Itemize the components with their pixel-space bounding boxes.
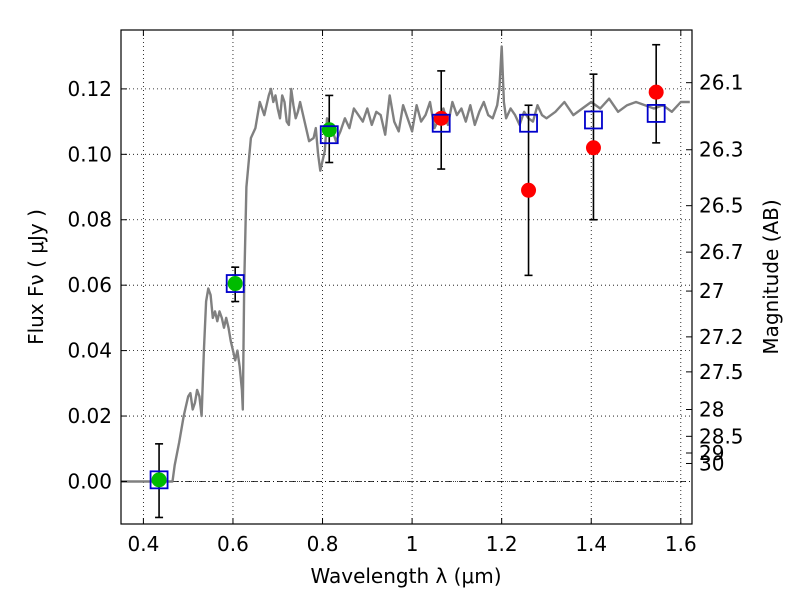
- x-tick-label: 0.6: [217, 532, 249, 556]
- y-tick-label: 0.12: [67, 77, 112, 101]
- model-flux-square: [519, 113, 538, 133]
- right-tick-label: 27.5: [699, 360, 744, 384]
- right-tick-label: 30: [699, 451, 724, 475]
- right-tick-label: 27.2: [699, 325, 744, 349]
- observed-flux-point: [433, 110, 449, 126]
- observed-flux-point: [151, 472, 167, 488]
- model-flux-square: [225, 274, 245, 293]
- y-axis-label: Flux Fν ( μJy ): [24, 209, 48, 345]
- observed-flux-point: [585, 140, 601, 156]
- y-ticks: 0.00 0.02 0.04 0.06 0.08 0.10 0.12: [67, 77, 127, 493]
- y-tick-label: 0.10: [67, 142, 112, 166]
- x-tick-label: 1.4: [575, 532, 607, 556]
- model-flux-square: [646, 104, 666, 123]
- right-tick-label: 28: [699, 397, 724, 421]
- observed-flux-point: [227, 276, 243, 292]
- right-tick-label: 26.7: [699, 240, 744, 264]
- grid-lines: [121, 30, 692, 524]
- observed-flux-point: [521, 182, 537, 198]
- plot-area: [121, 43, 690, 519]
- x-axis-label: Wavelength λ (μm): [310, 564, 501, 588]
- y-tick-label: 0.00: [67, 469, 112, 493]
- observed-flux-point: [648, 84, 664, 100]
- y-tick-label: 0.02: [67, 404, 112, 428]
- right-tick-label: 26.1: [699, 71, 744, 95]
- right-tick-label: 26.5: [699, 194, 744, 218]
- model-flux-square: [149, 470, 169, 490]
- x-tick-label: 0.4: [127, 532, 159, 556]
- right-tick-label: 26.3: [699, 138, 744, 162]
- plot-frame: [120, 29, 693, 525]
- y-tick-label: 0.06: [67, 273, 112, 297]
- x-ticks: 0.4 0.6 0.8 1 1.2 1.4 1.6: [127, 30, 697, 556]
- observed-flux-point: [321, 122, 337, 138]
- x-tick-label: 1.2: [486, 532, 518, 556]
- right-tick-label: 28.5: [699, 424, 744, 448]
- x-tick-label: 0.8: [307, 532, 339, 556]
- right-tick-label: 29: [699, 441, 724, 465]
- model-flux-square: [319, 125, 339, 145]
- x-tick-label: 1.6: [665, 532, 697, 556]
- right-tick-label: 27: [699, 279, 724, 303]
- right-axis-label: Magnitude (AB): [759, 199, 783, 354]
- model-flux-square: [584, 110, 603, 130]
- x-tick-label: 1: [406, 532, 419, 556]
- y-tick-label: 0.04: [67, 339, 112, 363]
- y-tick-label: 0.08: [67, 208, 112, 232]
- model-flux-square: [431, 113, 451, 133]
